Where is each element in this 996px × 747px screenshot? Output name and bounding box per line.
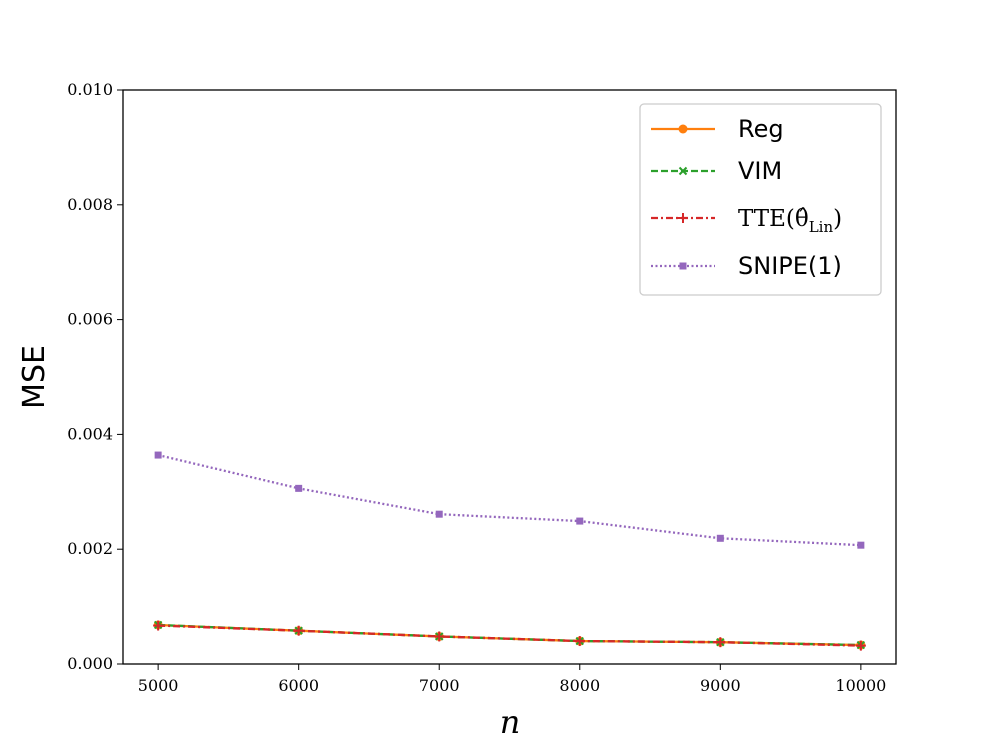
y-tick-label: 0.004 [67, 424, 113, 443]
x-tick-label: 5000 [138, 676, 179, 695]
data-point [435, 510, 443, 518]
y-tick-label: 0.000 [67, 654, 113, 673]
data-point [715, 637, 726, 648]
data-point [576, 517, 584, 525]
legend-label: SNIPE(1) [738, 252, 842, 280]
legend-item: Reg [651, 115, 784, 143]
series-layer [153, 451, 866, 651]
legend-label: TTE(θ̂Lin) [738, 206, 842, 236]
legend-label: Reg [738, 115, 784, 143]
data-point [716, 534, 724, 542]
x-tick-label: 7000 [419, 676, 460, 695]
data-point [293, 625, 304, 636]
legend-marker [678, 213, 688, 223]
y-tick-label: 0.006 [67, 310, 113, 329]
legend: Reg VIM TTE(θ̂Lin) SNIPE(1) [639, 103, 882, 296]
legend-label: VIM [738, 157, 782, 185]
legend-marker [678, 124, 688, 134]
data-point [574, 636, 585, 647]
x-axis-label: n [500, 703, 521, 741]
plot-frame [122, 89, 897, 665]
y-axis-label: MSE [17, 345, 52, 409]
y-tick-label: 0.010 [67, 80, 113, 99]
data-point [857, 541, 865, 549]
series-line [158, 624, 861, 647]
x-tick-label: 6000 [278, 676, 319, 695]
y-tick-label: 0.002 [67, 539, 113, 558]
x-tick-label: 10000 [835, 676, 886, 695]
axis-ticks: 5000 6000 7000 8000 9000 10000 0.000 0.002 0.004… [67, 80, 886, 695]
legend-item: VIM [651, 157, 782, 185]
legend-frame [639, 103, 882, 296]
legend-item: TTE(θ̂Lin) [651, 206, 842, 236]
y-tick-label: 0.008 [67, 195, 113, 214]
legend-marker [679, 262, 687, 270]
legend-item: SNIPE(1) [651, 252, 842, 280]
data-point [153, 620, 164, 631]
series-3 [154, 451, 865, 549]
series-2 [153, 620, 866, 651]
x-tick-label: 9000 [700, 676, 741, 695]
data-point [295, 484, 303, 492]
data-point [855, 640, 866, 651]
legend-marker [678, 166, 688, 176]
data-point [154, 451, 162, 459]
data-point [434, 631, 445, 642]
x-tick-label: 8000 [559, 676, 600, 695]
